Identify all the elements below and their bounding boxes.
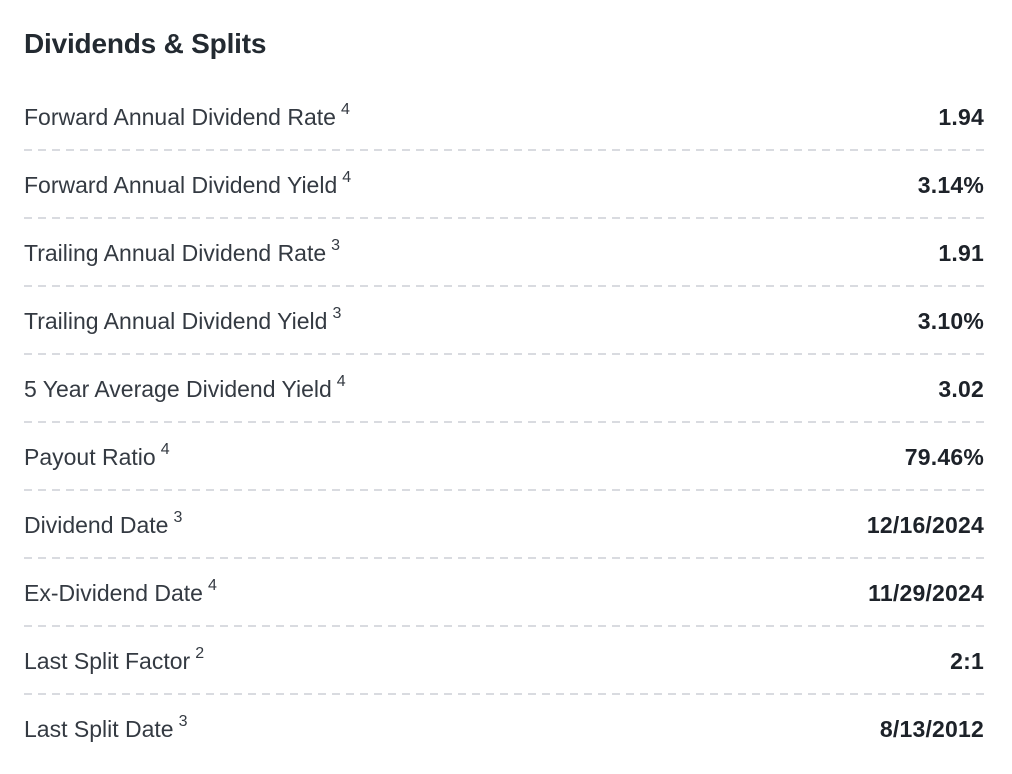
- metric-label-text: 5 Year Average Dividend Yield: [24, 375, 332, 402]
- metric-value: 3.02: [938, 375, 984, 402]
- metric-label: Trailing Annual Dividend Rate 3: [24, 236, 341, 267]
- metric-value: 8/13/2012: [879, 715, 984, 742]
- table-row: Trailing Annual Dividend Yield 3 3.10%: [24, 287, 984, 355]
- metric-label-text: Dividend Date: [24, 511, 169, 538]
- table-row: Ex-Dividend Date 4 11/29/2024: [24, 559, 984, 627]
- metric-value: 1.91: [938, 239, 984, 266]
- footnote-superscript: 3: [173, 508, 183, 526]
- metric-value: 79.46%: [904, 443, 984, 470]
- footnote-superscript: 4: [340, 100, 350, 118]
- dividends-splits-table: Forward Annual Dividend Rate 4 1.94 Forwa…: [24, 83, 984, 763]
- table-row: Last Split Factor 2 2:1: [24, 627, 984, 695]
- table-row: Payout Ratio 4 79.46%: [24, 423, 984, 491]
- section-title: Dividends & Splits: [24, 28, 267, 59]
- metric-value: 12/16/2024: [866, 511, 984, 538]
- footnote-superscript: 3: [331, 236, 341, 254]
- table-row: Forward Annual Dividend Rate 4 1.94: [24, 83, 984, 151]
- table-row: Last Split Date 3 8/13/2012: [24, 695, 984, 763]
- footnote-superscript: 4: [160, 440, 170, 458]
- metric-value: 2:1: [950, 647, 984, 674]
- metric-label-text: Trailing Annual Dividend Yield: [24, 307, 328, 334]
- footnote-superscript: 4: [336, 372, 346, 390]
- metric-value: 3.14%: [917, 171, 984, 198]
- footnote-superscript: 3: [332, 304, 342, 322]
- metric-label-text: Payout Ratio: [24, 443, 156, 470]
- metric-label-text: Forward Annual Dividend Yield: [24, 171, 338, 198]
- metric-label: Payout Ratio 4: [24, 440, 170, 471]
- metric-label: Forward Annual Dividend Yield 4: [24, 168, 352, 199]
- metric-label: Ex-Dividend Date 4: [24, 576, 217, 607]
- metric-label: Last Split Factor 2: [24, 644, 205, 675]
- metric-value: 1.94: [938, 103, 984, 130]
- metric-label-text: Last Split Factor: [24, 647, 191, 674]
- metric-value: 3.10%: [917, 307, 984, 334]
- metric-value: 11/29/2024: [868, 579, 984, 606]
- metric-label-text: Forward Annual Dividend Rate: [24, 103, 336, 130]
- footnote-superscript: 4: [342, 168, 352, 186]
- metric-label: Dividend Date 3: [24, 508, 183, 539]
- footnote-superscript: 2: [195, 644, 205, 662]
- metric-label: Forward Annual Dividend Rate 4: [24, 100, 350, 131]
- metric-label-text: Ex-Dividend Date: [24, 579, 203, 606]
- table-row: Dividend Date 3 12/16/2024: [24, 491, 984, 559]
- table-row: 5 Year Average Dividend Yield 4 3.02: [24, 355, 984, 423]
- table-row: Forward Annual Dividend Yield 4 3.14%: [24, 151, 984, 219]
- metric-label-text: Trailing Annual Dividend Rate: [24, 239, 327, 266]
- metric-label: 5 Year Average Dividend Yield 4: [24, 372, 346, 403]
- metric-label: Trailing Annual Dividend Yield 3: [24, 304, 342, 335]
- footnote-superscript: 4: [207, 576, 217, 594]
- table-row: Trailing Annual Dividend Rate 3 1.91: [24, 219, 984, 287]
- metric-label: Last Split Date 3: [24, 712, 188, 743]
- metric-label-text: Last Split Date: [24, 715, 174, 742]
- footnote-superscript: 3: [178, 712, 188, 730]
